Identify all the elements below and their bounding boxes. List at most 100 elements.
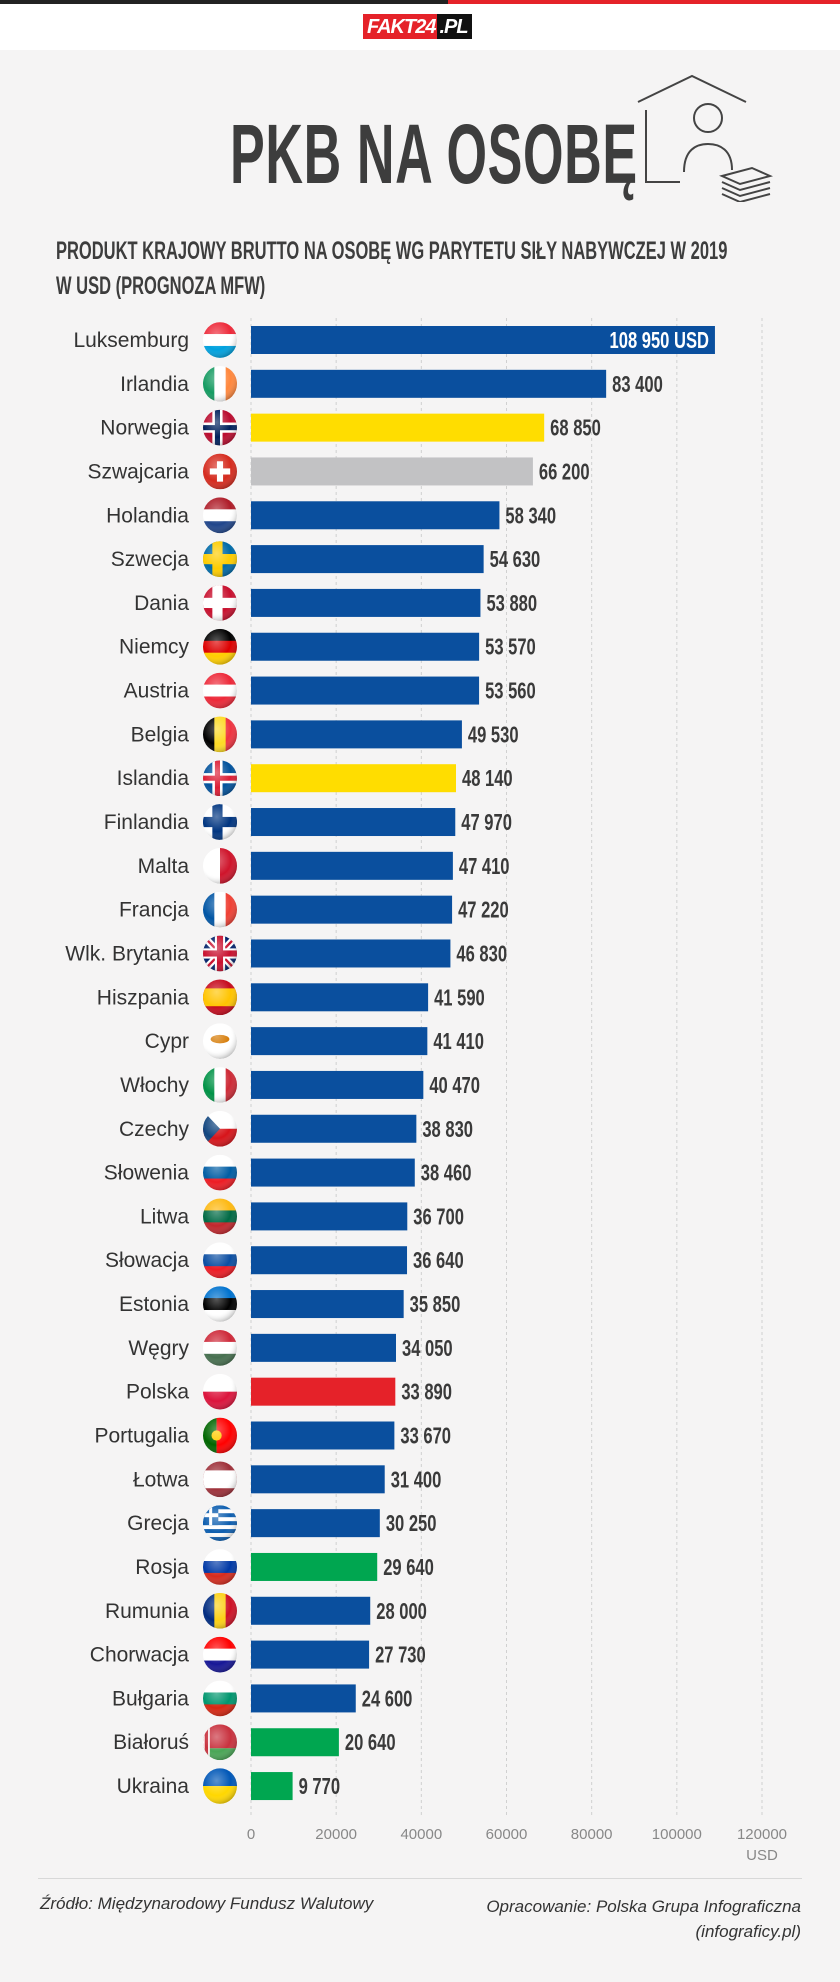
value-label: 38 830 <box>422 1117 473 1142</box>
bar <box>251 720 462 749</box>
country-label: Bułgaria <box>112 1687 189 1710</box>
x-tick-label: 120000 <box>737 1826 787 1843</box>
flag-icon <box>203 1768 237 1804</box>
value-label: 33 670 <box>400 1424 451 1449</box>
source-note: Źródło: Międzynarodowy Fundusz Walutowy <box>40 1894 374 1913</box>
country-label: Czechy <box>119 1118 190 1141</box>
value-label: 68 850 <box>550 416 601 441</box>
value-label: 108 950 USD <box>610 328 709 353</box>
bar <box>251 1070 424 1099</box>
country-label: Finlandia <box>104 811 190 834</box>
chart-row: Łotwa 31 400 <box>133 1465 442 1494</box>
bar <box>251 545 484 574</box>
chart-row: Białoruś 20 640 <box>113 1728 396 1757</box>
flag-icon <box>203 541 237 577</box>
flag-icon <box>203 628 237 665</box>
flag-icon <box>203 1505 237 1541</box>
divider <box>38 1878 802 1879</box>
value-label: 83 400 <box>612 372 663 397</box>
value-label: 41 410 <box>433 1030 484 1055</box>
country-label: Wlk. Brytania <box>65 942 189 965</box>
value-label: 31 400 <box>391 1468 442 1493</box>
x-tick-label: 20000 <box>315 1826 357 1843</box>
country-label: Słowenia <box>104 1162 190 1185</box>
header: FAKT24 .PL <box>0 4 840 50</box>
country-label: Dania <box>134 592 189 615</box>
value-label: 53 560 <box>485 679 536 704</box>
value-label: 47 220 <box>458 898 509 923</box>
value-label: 34 050 <box>402 1336 453 1361</box>
chart-subtitle: PRODUKT KRAJOWY BRUTTO NA OSOBĘ WG PARYT… <box>56 237 728 300</box>
flag-icon <box>203 453 237 490</box>
flag-icon <box>203 847 237 884</box>
chart-row: Hiszpania 41 590 <box>97 983 485 1012</box>
chart-row: Estonia 35 850 <box>119 1290 460 1319</box>
country-label: Niemcy <box>119 636 190 659</box>
value-label: 41 590 <box>434 986 485 1011</box>
x-tick-label: 80000 <box>571 1826 613 1843</box>
country-label: Belgia <box>131 723 190 746</box>
country-label: Białoruś <box>113 1731 189 1754</box>
country-label: Hiszpania <box>97 986 190 1009</box>
bar <box>251 632 480 661</box>
value-label: 58 340 <box>505 504 556 529</box>
chart-row: Finlandia 47 970 <box>104 808 512 837</box>
country-label: Malta <box>138 855 190 878</box>
chart-row: Szwecja 54 630 <box>111 545 540 574</box>
bar <box>251 1728 339 1757</box>
chart-row: Austria 53 560 <box>124 676 536 705</box>
value-label: 20 640 <box>345 1731 396 1756</box>
bar <box>251 1509 380 1538</box>
value-label: 28 000 <box>376 1599 427 1624</box>
top-accent-bar <box>0 0 840 4</box>
country-label: Szwajcaria <box>87 460 189 483</box>
flag-icon <box>203 804 237 840</box>
country-label: Cypr <box>145 1030 189 1053</box>
bar <box>251 808 456 837</box>
bar <box>251 457 533 486</box>
flag-icon <box>203 1330 237 1366</box>
x-unit-label: USD <box>746 1847 778 1864</box>
flag-icon <box>203 497 237 534</box>
bar <box>251 983 429 1012</box>
chart-row: Słowacja 36 640 <box>105 1246 464 1275</box>
bar <box>251 764 456 793</box>
flag-icon <box>203 716 237 753</box>
country-label: Ukraina <box>117 1775 190 1798</box>
value-label: 47 970 <box>461 811 512 836</box>
chart-row: Islandia 48 140 <box>117 764 513 793</box>
bar <box>251 1552 378 1581</box>
fakt24-logo[interactable]: FAKT24 .PL <box>363 14 472 39</box>
bar <box>251 851 453 880</box>
x-tick-label: 0 <box>247 1826 255 1843</box>
x-tick-label: 40000 <box>400 1826 442 1843</box>
bar <box>251 1027 428 1056</box>
chart-row: Francja 47 220 <box>119 895 509 924</box>
value-label: 36 700 <box>413 1205 464 1230</box>
bar <box>251 1421 395 1450</box>
country-label: Irlandia <box>120 373 189 396</box>
country-label: Francja <box>119 899 189 922</box>
bar <box>251 1158 415 1187</box>
flag-icon <box>203 365 237 402</box>
value-label: 30 250 <box>386 1512 437 1537</box>
value-label: 49 530 <box>468 723 519 748</box>
bar <box>251 1202 408 1231</box>
bar <box>251 1640 370 1669</box>
flag-icon <box>203 1286 237 1322</box>
value-label: 24 600 <box>362 1687 413 1712</box>
chart-row: Rosja 29 640 <box>135 1552 434 1581</box>
flag-icon <box>203 1592 237 1629</box>
flag-icon <box>203 1023 237 1059</box>
chart-row: Chorwacja 27 730 <box>90 1640 426 1669</box>
flag-icon <box>203 1417 237 1454</box>
bar <box>251 939 451 968</box>
flag-icon <box>203 1154 237 1191</box>
chart-row: Ukraina 9 770 <box>117 1772 340 1801</box>
chart-row: Cypr 41 410 <box>145 1027 484 1056</box>
flag-icon <box>203 1242 237 1279</box>
flag-icon <box>203 1110 237 1147</box>
chart-row: Wlk. Brytania 46 830 <box>65 939 507 968</box>
country-label: Grecja <box>127 1512 189 1535</box>
flag-icon <box>203 1067 237 1103</box>
